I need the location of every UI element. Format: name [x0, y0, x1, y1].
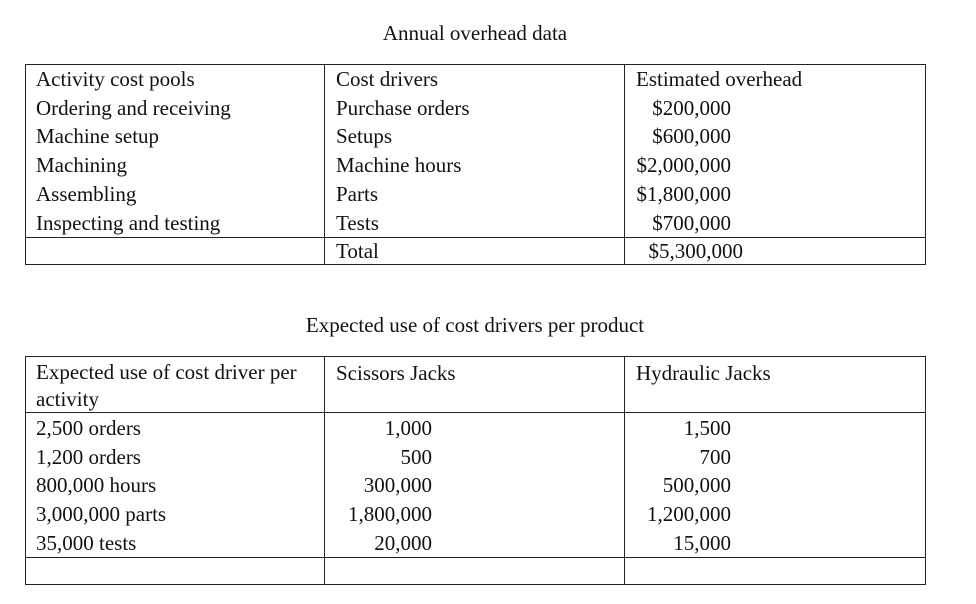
border: [25, 264, 926, 265]
column-header: Scissors Jacks: [336, 361, 456, 385]
cell-amount: $200,000: [652, 95, 731, 120]
cell-number: 1,800,000: [348, 502, 432, 527]
table-title: Expected use of cost drivers per product: [305, 313, 645, 337]
cell-text: 35,000 tests: [36, 530, 137, 555]
cell-number: 1,200,000: [647, 502, 731, 527]
cell-amount: $2,000,000: [636, 153, 732, 178]
cell-text: Setups: [336, 124, 393, 149]
cell-text: Purchase orders: [336, 95, 470, 120]
border: [324, 356, 325, 585]
cell-number: 500,000: [662, 473, 731, 498]
cell-number: 500: [400, 444, 433, 469]
cell-number: 300,000: [363, 473, 432, 498]
border: [624, 356, 625, 585]
column-header: Activity cost pools: [36, 67, 195, 91]
cell-text: Machining: [36, 153, 127, 178]
cell-text: 800,000 hours: [36, 473, 157, 498]
cell-text: Machine hours: [336, 153, 462, 178]
cell-number: 700: [699, 444, 732, 469]
column-header: Hydraulic Jacks: [636, 361, 771, 385]
border: [25, 557, 926, 558]
cell-text: Machine setup: [36, 124, 160, 149]
column-header: Cost drivers: [336, 67, 439, 91]
border: [925, 356, 926, 585]
cell-amount: $700,000: [652, 210, 731, 235]
cell-number: 1,500: [683, 416, 731, 440]
total-amount: $5,300,000: [648, 239, 744, 263]
border: [925, 64, 926, 265]
cell-number: 1,000: [384, 416, 432, 440]
cell-text: 1,200 orders: [36, 444, 141, 469]
cell-amount: $600,000: [652, 124, 731, 149]
border: [25, 584, 926, 585]
cell-text: 3,000,000 parts: [36, 502, 167, 527]
total-label: Total: [336, 239, 379, 263]
cell-text: Ordering and receiving: [36, 95, 231, 120]
border: [25, 64, 926, 65]
border: [25, 356, 926, 357]
border: [324, 64, 325, 265]
cell-amount: $1,800,000: [636, 181, 732, 206]
column-header: Expected use of cost driver per activity: [36, 360, 297, 411]
border: [25, 356, 26, 585]
cell-number: 15,000: [673, 530, 731, 555]
border: [25, 412, 926, 413]
cell-text: Tests: [336, 210, 379, 235]
cell-text: 2,500 orders: [36, 416, 141, 440]
table-title: Annual overhead data: [382, 21, 568, 45]
border: [624, 64, 625, 265]
cell-text: Inspecting and testing: [36, 210, 221, 235]
cell-number: 20,000: [374, 530, 432, 555]
column-header: Estimated overhead: [636, 67, 803, 91]
cell-text: Parts: [336, 181, 378, 206]
border: [25, 64, 26, 265]
cell-text: Assembling: [36, 181, 137, 206]
border: [25, 237, 926, 238]
